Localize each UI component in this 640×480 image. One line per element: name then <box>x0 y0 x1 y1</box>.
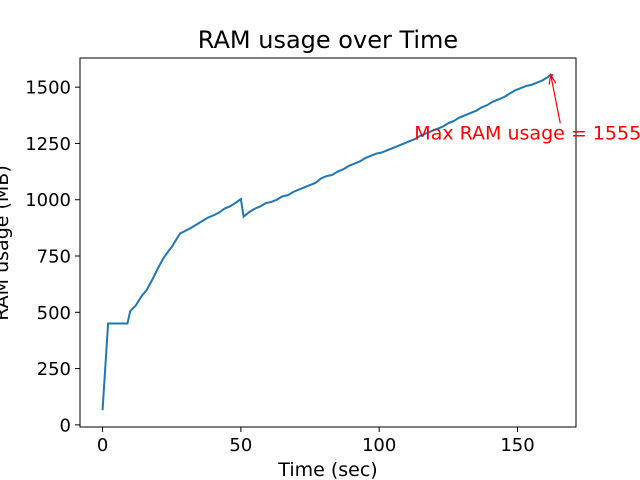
x-tick-label: 0 <box>97 435 108 456</box>
y-tick-label: 1500 <box>25 78 71 99</box>
line <box>101 73 554 411</box>
x-axis-label: Time (sec) <box>277 459 377 480</box>
annotation: Max RAM usage = 1555 MB <box>414 122 640 144</box>
x-tick-label: 100 <box>362 435 396 456</box>
y-axis-label: RAM usage (MB) <box>0 165 13 321</box>
y-tick-label: 500 <box>37 303 71 324</box>
axes-frame <box>79 57 577 428</box>
annotation-arrow <box>550 74 561 124</box>
y-tick-label: 1250 <box>25 134 71 155</box>
annotation-arrowhead <box>548 73 557 85</box>
x-tick-label: 150 <box>500 435 534 456</box>
y-tick-label: 250 <box>37 359 71 380</box>
y-tick-label: 1000 <box>25 190 71 211</box>
y-tick-label: 0 <box>60 415 71 436</box>
x-tick-label: 50 <box>229 435 252 456</box>
chart-title: RAM usage over Time <box>198 26 458 54</box>
y-tick-label: 750 <box>37 247 71 268</box>
